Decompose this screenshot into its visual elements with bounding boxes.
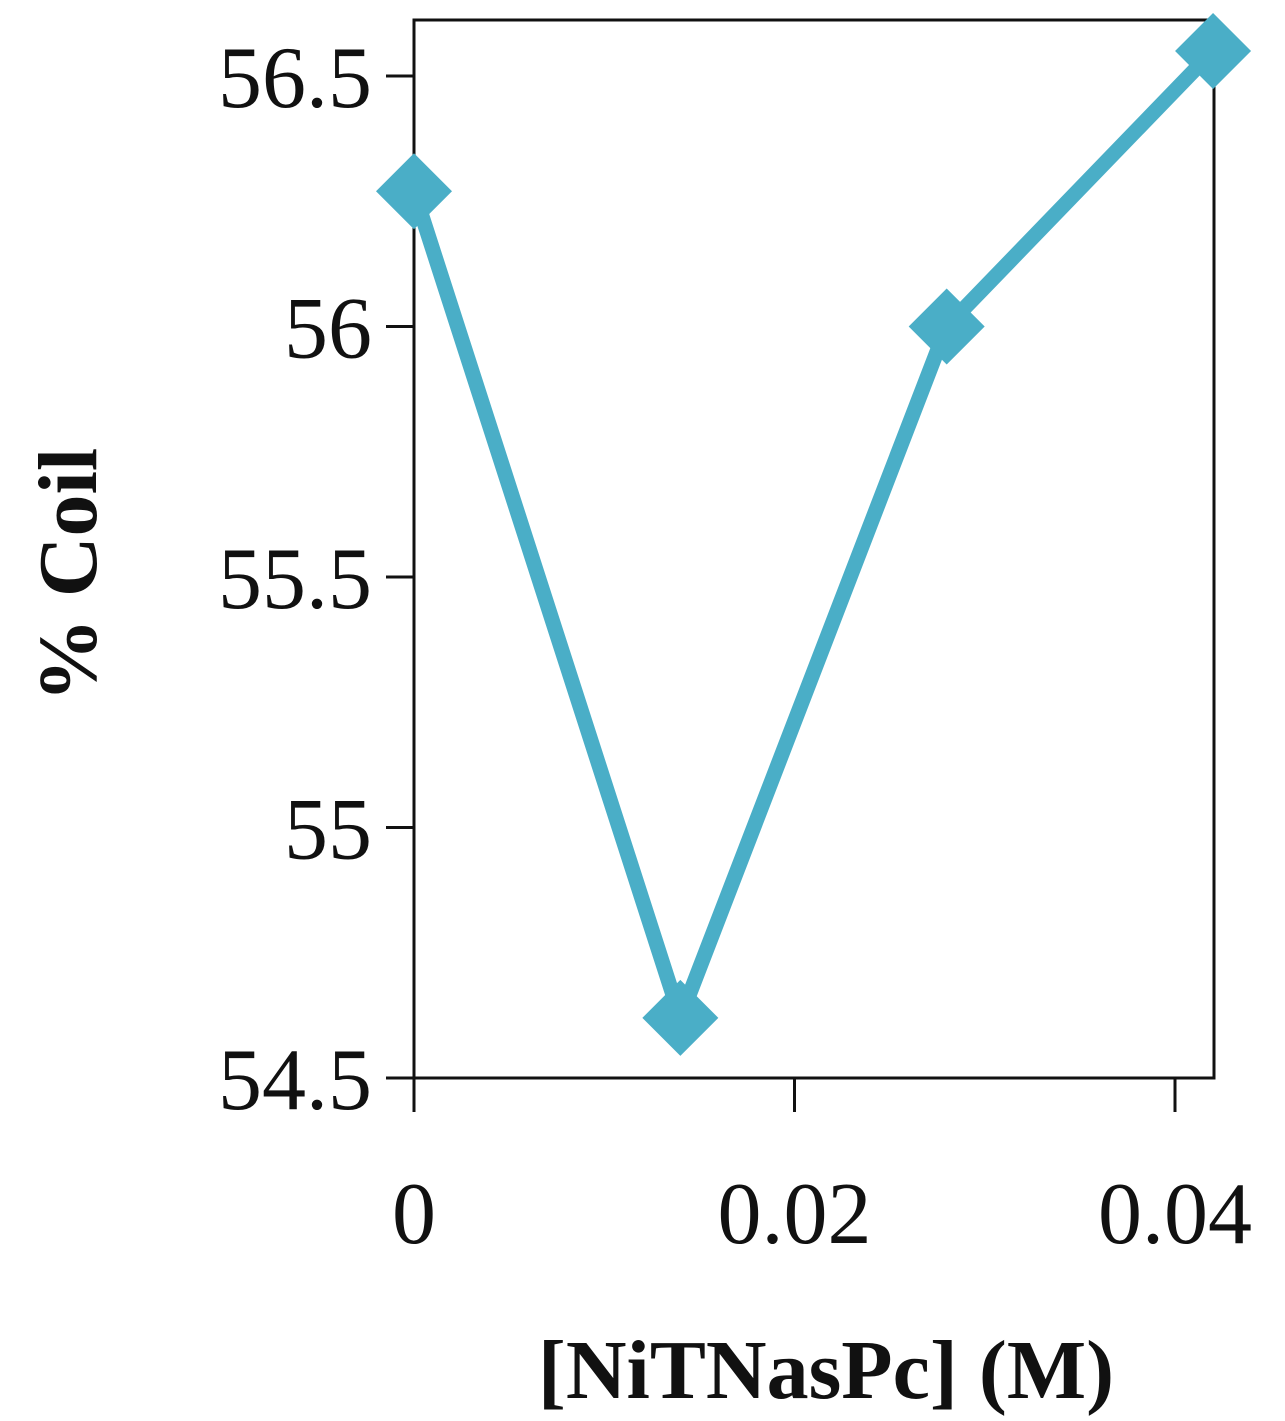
x-tick-label: 0.02 (718, 1166, 872, 1263)
plot-area-frame (412, 18, 1216, 1080)
data-point-marker (642, 979, 719, 1056)
data-point-marker (908, 288, 985, 365)
y-axis-title: % Coil (22, 448, 115, 702)
y-tick-label: 54.5 (218, 1032, 372, 1129)
x-axis-title: [NiTNasPc] (M) (538, 1324, 1114, 1417)
y-tick-label: 55 (284, 782, 372, 879)
y-tick-label: 55.5 (218, 531, 372, 628)
x-tick-label: 0.04 (1098, 1166, 1252, 1263)
x-tick-label: 0 (392, 1166, 436, 1263)
data-point-marker (376, 153, 452, 230)
y-tick-label: 56 (284, 281, 372, 378)
data-point-marker (1175, 12, 1252, 89)
series-line (406, 45, 1219, 1026)
y-tick-label: 56.5 (218, 30, 372, 127)
